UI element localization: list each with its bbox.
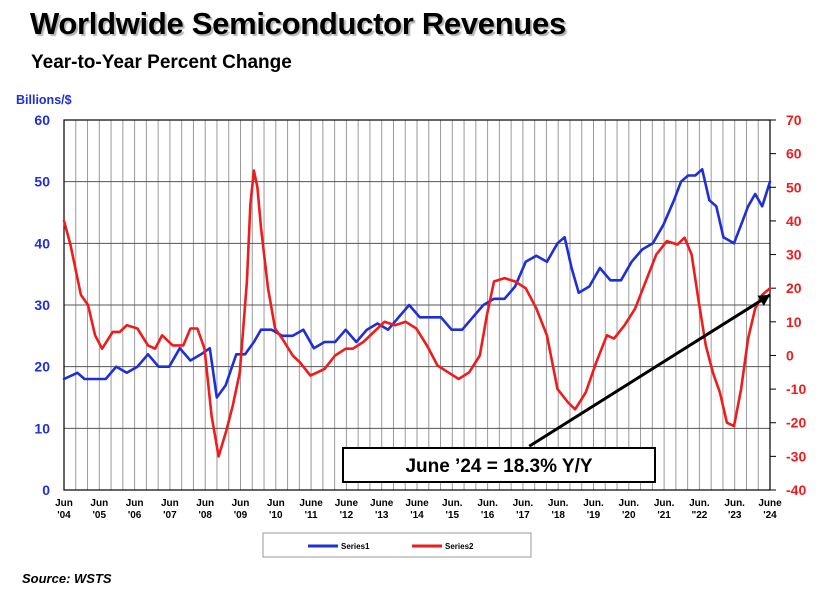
x-tick-label: '23 — [728, 510, 742, 521]
x-tick-label: Jun. — [654, 498, 675, 509]
x-tick-label: Jun. — [724, 498, 745, 509]
x-tick-label: June — [370, 498, 394, 509]
annotation-group: June ’24 = 18.3% Y/Y — [342, 293, 771, 483]
x-tick-label: '13 — [375, 510, 389, 521]
x-tick-label: Jun. — [477, 498, 498, 509]
annotation-box — [342, 447, 656, 483]
series-lines — [62, 168, 772, 458]
x-tick-label: '14 — [410, 510, 424, 521]
x-axis: Jun'04Jun'05Jun'06Jun'07Jun'08Jun'09Jun'… — [55, 498, 782, 521]
left-tick-label: 50 — [34, 174, 50, 190]
x-tick-label: '06 — [128, 510, 142, 521]
x-tick-label: '20 — [622, 510, 636, 521]
source-note: Source: WSTS — [22, 571, 112, 586]
x-tick-label: '09 — [234, 510, 248, 521]
trend-arrowhead — [757, 294, 770, 306]
x-tick-label: "22 — [691, 510, 707, 521]
left-tick-label: 40 — [34, 235, 50, 251]
x-tick-label: Jun. — [583, 498, 604, 509]
chart-title: Worldwide Semiconductor Revenues — [30, 6, 566, 41]
x-tick-label: '21 — [657, 510, 671, 521]
right-axis: -40 -30 -20 -10 0 10 20 30 40 50 60 70 — [770, 112, 806, 498]
x-tick-label: Jun — [161, 498, 179, 509]
x-tick-label: Jun. — [689, 498, 710, 509]
series2-line — [62, 169, 772, 458]
x-tick-label: June — [405, 498, 429, 509]
left-axis-unit-label: Billions/$ — [16, 93, 72, 107]
legend-box — [262, 532, 532, 558]
x-tick-label: Jun. — [619, 498, 640, 509]
legend-series1-label: Series1 — [341, 542, 370, 551]
x-tick-label: Jun. — [513, 498, 534, 509]
left-tick-label: 30 — [34, 297, 50, 313]
series1-line — [62, 168, 772, 399]
right-tick-label: 70 — [786, 112, 802, 128]
x-tick-label: '19 — [587, 510, 601, 521]
left-tick-label: 10 — [34, 420, 50, 436]
right-tick-label: -20 — [786, 415, 806, 431]
plot-frame — [63, 119, 771, 491]
left-axis: 0 10 20 30 40 50 60 — [34, 112, 50, 498]
right-tick-label: -10 — [786, 381, 806, 397]
right-tick-label: 40 — [786, 213, 802, 229]
right-tick-label: 10 — [786, 314, 802, 330]
left-tick-label: 0 — [42, 482, 50, 498]
trend-line — [528, 293, 771, 448]
x-tick-label: '16 — [481, 510, 495, 521]
right-tick-label: -30 — [786, 448, 806, 464]
x-tick-label: '12 — [340, 510, 354, 521]
x-tick-label: Jun — [196, 498, 214, 509]
left-tick-label: 60 — [34, 112, 50, 128]
x-tick-label: June — [299, 498, 323, 509]
annotation-text: June ’24 = 18.3% Y/Y — [405, 456, 592, 477]
chart-grid — [64, 120, 770, 490]
left-tick-label: 20 — [34, 359, 50, 375]
x-tick-label: Jun. — [548, 498, 569, 509]
x-tick-label: '18 — [551, 510, 565, 521]
right-tick-label: 20 — [786, 280, 802, 296]
x-tick-label: Jun. — [442, 498, 463, 509]
x-tick-label: '17 — [516, 510, 530, 521]
x-tick-label: June — [335, 498, 359, 509]
x-tick-label: Jun — [126, 498, 144, 509]
right-tick-label: -40 — [786, 482, 806, 498]
x-tick-label: '08 — [198, 510, 212, 521]
x-tick-label: Jun — [232, 498, 250, 509]
x-tick-label: '24 — [763, 510, 777, 521]
chart-subtitle: Year-to-Year Percent Change — [31, 52, 292, 73]
x-tick-label: '04 — [57, 510, 71, 521]
legend: Series1 Series2 — [262, 532, 532, 558]
x-tick-label: '11 — [305, 510, 318, 521]
x-tick-label: '05 — [93, 510, 107, 521]
legend-series2-label: Series2 — [445, 542, 474, 551]
x-tick-label: June — [758, 498, 782, 509]
right-tick-label: 60 — [786, 146, 802, 162]
x-tick-label: Jun — [55, 498, 73, 509]
x-tick-label: '15 — [446, 510, 460, 521]
x-tick-label: Jun — [267, 498, 285, 509]
x-tick-label: Jun — [90, 498, 108, 509]
right-tick-label: 0 — [786, 347, 794, 363]
right-tick-label: 30 — [786, 247, 802, 263]
x-tick-label: '07 — [163, 510, 177, 521]
right-tick-label: 50 — [786, 179, 802, 195]
x-tick-label: '10 — [269, 510, 283, 521]
